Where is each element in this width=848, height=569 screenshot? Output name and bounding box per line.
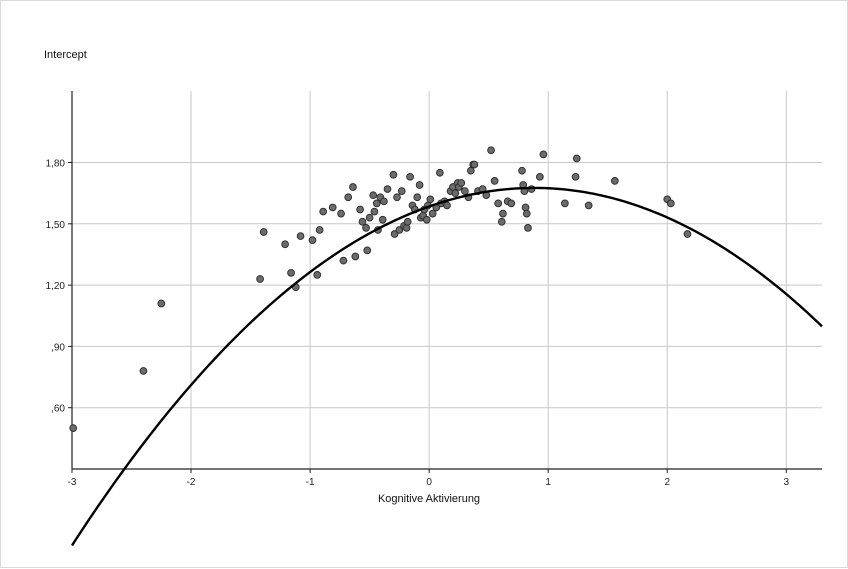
data-point [413, 193, 422, 202]
data-point [365, 213, 374, 222]
x-tick-label: 2 [664, 477, 670, 488]
data-point [328, 203, 337, 212]
grid [71, 91, 822, 469]
data-point [349, 183, 357, 191]
data-point [499, 209, 507, 218]
data-point [319, 207, 328, 216]
axes: -3 -2 -1 0 1 2 3 ,60 ,90 1,20 1,50 1,80 [46, 91, 822, 488]
data-point [521, 203, 530, 212]
x-tick-label: 0 [426, 477, 432, 488]
data-point [383, 185, 392, 193]
x-tick-label: -1 [306, 477, 315, 488]
data-point [389, 170, 398, 179]
data-point [406, 172, 414, 181]
data-point [494, 199, 503, 208]
data-point [524, 224, 532, 232]
data-point [351, 252, 360, 261]
data-point [380, 197, 388, 206]
data-point [415, 181, 424, 189]
data-point [393, 193, 401, 202]
data-point [470, 160, 479, 169]
data-point [390, 230, 399, 238]
fit-curve [70, 186, 823, 547]
data-point [457, 179, 466, 187]
data-point [571, 172, 580, 181]
data-point [487, 146, 495, 155]
data-point [507, 199, 516, 208]
data-point [497, 217, 506, 226]
data-point [539, 150, 548, 159]
data-point [287, 268, 295, 277]
x-tick-label: 1 [545, 477, 551, 488]
x-tick-label: -3 [68, 477, 77, 488]
data-point [611, 177, 619, 185]
data-point [308, 236, 317, 245]
x-axis-title: Kognitive Aktivierung [378, 493, 480, 505]
data-point [395, 226, 404, 234]
data-point [378, 215, 387, 224]
fit-curve-group [70, 186, 823, 547]
data-point [339, 256, 348, 265]
data-point [683, 230, 692, 238]
data-point [315, 226, 324, 234]
data-point [426, 195, 435, 204]
data-point [451, 189, 460, 198]
data-point [428, 209, 437, 218]
data-point [403, 217, 412, 226]
data-point [422, 215, 431, 224]
y-axis-title: Intercept [44, 49, 87, 61]
data-point [518, 166, 526, 175]
y-tick-label: ,60 [51, 404, 65, 415]
data-point [370, 207, 379, 216]
y-tick-label: 1,20 [46, 281, 66, 292]
data-point [536, 172, 544, 181]
data-point [256, 275, 264, 283]
data-point [139, 367, 148, 375]
data-point [490, 177, 499, 185]
data-point [584, 201, 593, 210]
data-point [436, 168, 444, 177]
data-point [372, 199, 381, 208]
data-point [313, 271, 322, 279]
data-point [572, 154, 581, 163]
data-point [296, 232, 305, 240]
data-points [69, 146, 692, 432]
data-point [561, 199, 569, 208]
data-point [461, 187, 469, 195]
x-tick-label: -2 [187, 477, 196, 488]
data-point [443, 201, 451, 210]
data-point [356, 205, 364, 214]
data-point [666, 199, 675, 208]
data-point [157, 299, 166, 308]
data-point [358, 217, 367, 226]
labels: Intercept Kognitive Aktivierung [44, 49, 480, 505]
data-point [369, 191, 378, 200]
data-point [362, 224, 370, 232]
y-tick-label: ,90 [51, 342, 65, 353]
x-tick-label: 3 [784, 477, 790, 488]
data-point [281, 240, 289, 249]
y-tick-label: 1,80 [46, 159, 66, 170]
data-point [69, 424, 78, 432]
data-point [522, 209, 531, 218]
data-point [397, 187, 406, 195]
data-point [337, 209, 345, 218]
data-point [363, 246, 372, 255]
data-point [402, 224, 411, 232]
data-point [259, 228, 268, 236]
y-tick-label: 1,50 [46, 220, 66, 231]
data-point [344, 193, 353, 202]
